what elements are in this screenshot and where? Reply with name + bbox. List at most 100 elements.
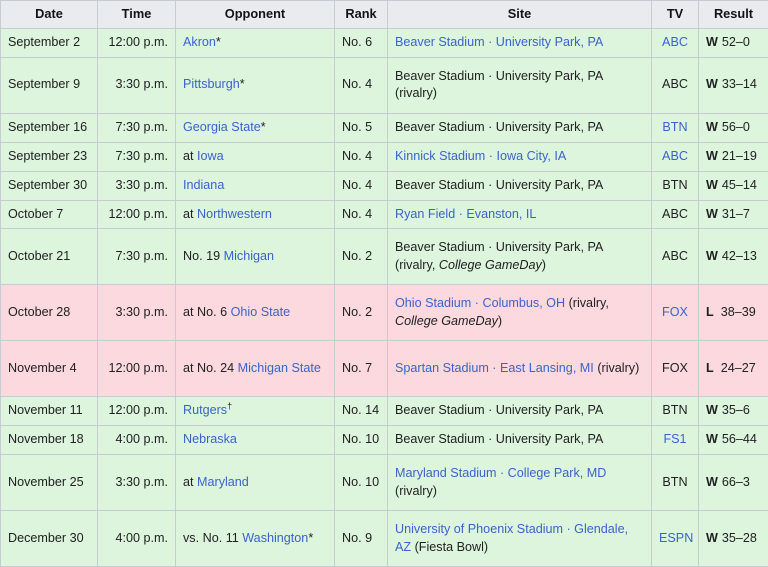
site-link[interactable]: Maryland Stadium · College Park, MD <box>395 466 606 480</box>
site-note[interactable]: (rivalry, <box>569 296 609 310</box>
opponent-link[interactable]: Georgia State <box>183 120 261 134</box>
site-note[interactable]: (rivalry, <box>395 258 439 272</box>
cell-tv: FOX <box>652 285 699 341</box>
site-note-tail[interactable]: ) <box>498 314 502 328</box>
result-score: 31–7 <box>722 207 750 221</box>
result-score: 24–27 <box>721 361 756 375</box>
cell-site: Spartan Stadium · East Lansing, MI (riva… <box>388 341 652 397</box>
opponent-suffix: * <box>240 77 245 91</box>
opponent-link[interactable]: Akron <box>183 35 216 49</box>
result-mark: W <box>706 531 718 545</box>
tv-link[interactable]: ESPN <box>659 531 693 545</box>
gameday-note[interactable]: College GameDay <box>395 314 498 328</box>
site-note[interactable]: (rivalry) <box>597 361 639 375</box>
opponent-link[interactable]: Iowa <box>197 149 224 163</box>
column-header-date: Date <box>1 1 98 29</box>
gameday-note[interactable]: College GameDay <box>439 258 542 272</box>
opponent-prefix: at <box>183 475 197 489</box>
cell-site: Kinnick Stadium · Iowa City, IA <box>388 142 652 171</box>
tv-link[interactable]: BTN <box>662 120 687 134</box>
cell-time: 4:00 p.m. <box>98 511 176 567</box>
tv-link[interactable]: FS1 <box>663 432 686 446</box>
cell-date: November 4 <box>1 341 98 397</box>
result-mark: W <box>706 207 718 221</box>
opponent-suffix: * <box>216 35 221 49</box>
site-note[interactable]: (Fiesta Bowl) <box>415 540 488 554</box>
opponent-link[interactable]: Michigan State <box>238 361 321 375</box>
site-link[interactable]: Spartan Stadium · East Lansing, MI <box>395 361 594 375</box>
column-header-tv: TV <box>652 1 699 29</box>
site-text: Beaver Stadium · University Park, PA <box>395 178 603 192</box>
cell-rank: No. 10 <box>335 455 388 511</box>
cell-date: September 16 <box>1 113 98 142</box>
cell-time: 7:30 p.m. <box>98 142 176 171</box>
site-link[interactable]: Ryan Field · Evanston, IL <box>395 207 536 221</box>
column-header-opponent: Opponent <box>176 1 335 29</box>
cell-rank: No. 4 <box>335 142 388 171</box>
opponent-rank: No. 6 <box>197 305 231 319</box>
cell-site: Beaver Stadium · University Park, PA <box>388 113 652 142</box>
opponent-link[interactable]: Nebraska <box>183 432 237 446</box>
result-score: 33–14 <box>722 77 757 91</box>
cell-rank: No. 4 <box>335 57 388 113</box>
opponent-suffix: * <box>308 531 313 545</box>
cell-tv: FS1 <box>652 426 699 455</box>
result-mark: W <box>706 120 718 134</box>
site-text: Beaver Stadium · University Park, PA <box>395 403 603 417</box>
site-link[interactable]: Ohio Stadium · Columbus, OH <box>395 296 565 310</box>
site-text: Beaver Stadium · University Park, PA <box>395 240 603 254</box>
opponent-link[interactable]: Maryland <box>197 475 249 489</box>
cell-tv: ABC <box>652 229 699 285</box>
opponent-link[interactable]: Michigan <box>224 249 274 263</box>
cell-date: September 23 <box>1 142 98 171</box>
site-link[interactable]: Beaver Stadium · University Park, PA <box>395 35 603 49</box>
cell-opponent: Georgia State* <box>176 113 335 142</box>
cell-opponent: at No. 24 Michigan State <box>176 341 335 397</box>
opponent-link[interactable]: Rutgers <box>183 403 227 417</box>
result-mark: W <box>706 475 718 489</box>
dagger-note-icon[interactable]: † <box>227 401 232 411</box>
site-note[interactable]: (rivalry) <box>395 484 437 498</box>
cell-time: 12:00 p.m. <box>98 397 176 426</box>
cell-opponent: Pittsburgh* <box>176 57 335 113</box>
site-note-tail[interactable]: ) <box>542 258 546 272</box>
cell-opponent: Nebraska <box>176 426 335 455</box>
result-mark: L <box>706 361 714 375</box>
opponent-rank: No. 19 <box>183 249 224 263</box>
result-score: 35–28 <box>722 531 757 545</box>
tv-text: ABC <box>662 77 688 91</box>
cell-site: Beaver Stadium · University Park, PA <box>388 426 652 455</box>
opponent-rank: No. 11 <box>203 531 243 545</box>
cell-site: Beaver Stadium · University Park, PA <box>388 29 652 58</box>
result-score: 35–6 <box>722 403 750 417</box>
tv-link[interactable]: ABC <box>662 35 688 49</box>
result-mark: W <box>706 77 718 91</box>
cell-date: December 30 <box>1 511 98 567</box>
cell-time: 12:00 p.m. <box>98 341 176 397</box>
cell-tv: ABC <box>652 57 699 113</box>
cell-site: Beaver Stadium · University Park, PA (ri… <box>388 229 652 285</box>
cell-time: 12:00 p.m. <box>98 200 176 229</box>
tv-link[interactable]: ABC <box>662 149 688 163</box>
result-mark: W <box>706 249 718 263</box>
site-link[interactable]: Kinnick Stadium · Iowa City, IA <box>395 149 566 163</box>
opponent-link[interactable]: Ohio State <box>231 305 291 319</box>
cell-site: Beaver Stadium · University Park, PA (ri… <box>388 57 652 113</box>
opponent-link[interactable]: Pittsburgh <box>183 77 240 91</box>
cell-time: 7:30 p.m. <box>98 229 176 285</box>
opponent-link[interactable]: Washington <box>242 531 308 545</box>
site-note[interactable]: (rivalry) <box>395 86 437 100</box>
opponent-link[interactable]: Indiana <box>183 178 224 192</box>
opponent-suffix: * <box>261 120 266 134</box>
opponent-link[interactable]: Northwestern <box>197 207 272 221</box>
tv-link[interactable]: FOX <box>662 305 688 319</box>
cell-opponent: Indiana <box>176 171 335 200</box>
